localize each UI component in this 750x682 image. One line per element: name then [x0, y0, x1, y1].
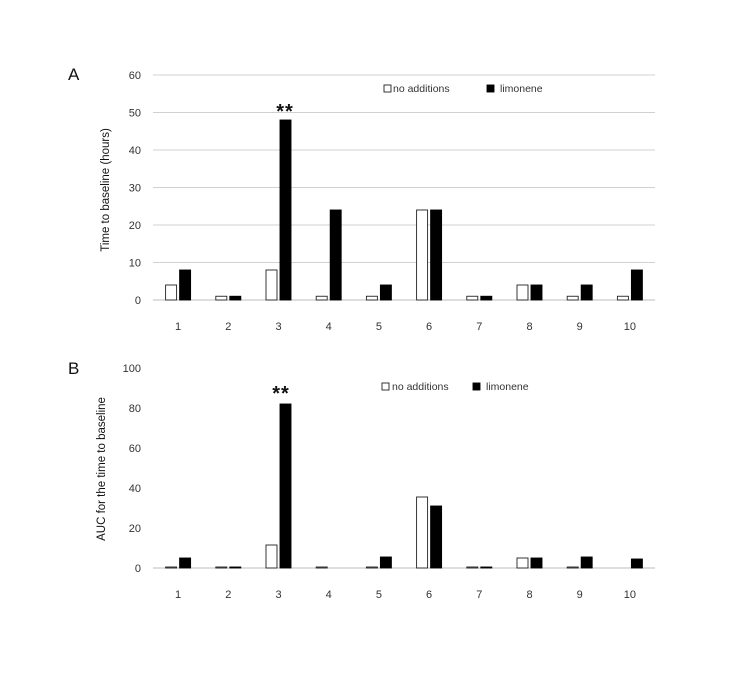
panel-a-bar-no-additions-5 — [365, 295, 378, 301]
panel-a: A Time to baseline (hours) 0102030405060… — [68, 65, 655, 333]
panel-b-bar-limonene-1 — [179, 557, 192, 569]
panel-a-label: A — [68, 65, 80, 84]
panel-b-x-tick-label: 5 — [376, 589, 382, 601]
panel-a-bar-no-additions-10 — [616, 295, 629, 301]
panel-a-bar-no-additions-6 — [416, 209, 429, 301]
panel-a-legend-swatch-limonene — [486, 84, 495, 93]
panel-b-bar-no-additions-1 — [165, 566, 178, 569]
panel-a-x-tick-label: 6 — [426, 321, 432, 333]
panel-a-x-tick-label: 10 — [624, 321, 636, 333]
panel-b-x-tick-label: 3 — [275, 589, 281, 601]
panel-a-bar-no-additions-1 — [165, 284, 178, 301]
panel-b-legend-no-additions: no additions — [392, 381, 449, 393]
panel-b-y-tick-label: 60 — [129, 443, 141, 455]
panel-b-x-tick-label: 10 — [624, 589, 636, 601]
panel-b-legend-swatch-no-additions — [381, 382, 390, 391]
panel-a-x-tick-label: 9 — [577, 321, 583, 333]
panel-a-y-tick-label: 20 — [129, 220, 141, 232]
panel-b-x-tick-label: 9 — [577, 589, 583, 601]
panel-a-x-tick-label: 7 — [476, 321, 482, 333]
panel-a-bar-limonene-3 — [279, 119, 292, 301]
panel-a-legend-swatch-no-additions — [383, 84, 392, 93]
panel-b-x-tick-label: 7 — [476, 589, 482, 601]
panel-b-significance-marker: ** — [272, 383, 290, 405]
panel-a-bar-limonene-4 — [329, 209, 342, 301]
panel-a-y-tick-label: 50 — [129, 108, 141, 120]
panel-a-x-tick-label: 1 — [175, 321, 181, 333]
panel-a-gridlines — [153, 74, 655, 301]
panel-b-x-tick-label: 8 — [526, 589, 532, 601]
panel-a-x-ticks: 1 2 3 4 5 6 7 8 9 10 — [175, 321, 636, 333]
panel-b-y-tick-label: 80 — [129, 403, 141, 415]
panel-b-label: B — [68, 359, 79, 378]
panel-b-bar-no-additions-9 — [566, 566, 579, 569]
panel-a-bar-limonene-6 — [430, 209, 443, 301]
panel-b-bar-limonene-5 — [379, 556, 392, 569]
panel-b-y-ticks: 0 20 40 60 80 100 — [123, 363, 141, 575]
panel-a-bars — [165, 119, 643, 301]
panel-a-significance-marker: ** — [276, 101, 294, 123]
panel-a-y-ticks: 0 10 20 30 40 50 60 — [129, 70, 141, 307]
panel-b-bars — [165, 403, 643, 569]
panel-a-bar-limonene-2 — [229, 295, 242, 301]
panel-b-y-tick-label: 0 — [135, 563, 141, 575]
panel-b-bar-no-additions-3 — [265, 544, 278, 569]
panel-b-bar-no-additions-7 — [466, 566, 479, 569]
panel-b-x-tick-label: 6 — [426, 589, 432, 601]
panel-a-legend: no additions limonene — [383, 83, 543, 95]
panel-a-bar-limonene-10 — [630, 269, 643, 301]
panel-b-legend-swatch-limonene — [472, 382, 481, 391]
panel-b-bar-limonene-10 — [630, 558, 643, 569]
panel-b-bar-limonene-3 — [279, 403, 292, 569]
panel-a-x-tick-label: 8 — [526, 321, 532, 333]
panel-a-y-tick-label: 40 — [129, 145, 141, 157]
panel-a-bar-no-additions-9 — [566, 295, 579, 301]
panel-b-y-tick-label: 40 — [129, 483, 141, 495]
panel-b-bar-limonene-2 — [229, 566, 242, 569]
panel-b-y-tick-label: 100 — [123, 363, 141, 375]
panel-a-y-tick-label: 10 — [129, 258, 141, 270]
panel-b-bar-limonene-9 — [580, 556, 593, 569]
panel-b-bar-limonene-7 — [480, 566, 493, 569]
panel-b: B AUC for the time to baseline 020406080… — [68, 359, 655, 601]
panel-a-x-tick-label: 3 — [275, 321, 281, 333]
panel-a-y-tick-label: 0 — [135, 295, 141, 307]
panel-b-bar-limonene-6 — [430, 505, 443, 569]
panel-b-bar-no-additions-4 — [315, 566, 328, 569]
panel-b-bar-limonene-8 — [530, 557, 543, 569]
panel-a-bar-limonene-1 — [179, 269, 192, 301]
panel-a-bar-no-additions-8 — [516, 284, 529, 301]
panel-a-y-axis-label: Time to baseline (hours) — [100, 128, 112, 252]
panel-b-x-tick-label: 2 — [225, 589, 231, 601]
panel-a-bar-no-additions-7 — [466, 295, 479, 301]
panel-a-x-tick-label: 5 — [376, 321, 382, 333]
panel-a-bar-limonene-5 — [379, 284, 392, 301]
panel-a-bar-no-additions-3 — [265, 269, 278, 301]
panel-a-y-tick-label: 30 — [129, 183, 141, 195]
panel-b-bar-no-additions-5 — [365, 566, 378, 569]
panel-b-x-tick-label: 1 — [175, 589, 181, 601]
panel-a-y-tick-label: 60 — [129, 70, 141, 82]
panel-b-x-ticks: 1 2 3 4 5 6 7 8 9 10 — [175, 589, 636, 601]
panel-a-legend-no-additions: no additions — [393, 83, 450, 95]
panel-a-bar-no-additions-4 — [315, 295, 328, 301]
panel-a-x-tick-label: 2 — [225, 321, 231, 333]
panel-b-legend: no additions limonene — [381, 381, 529, 393]
panel-a-bar-limonene-7 — [480, 295, 493, 301]
panel-a-bar-no-additions-2 — [215, 295, 228, 301]
panel-b-y-axis-label: AUC for the time to baseline — [96, 397, 108, 541]
panel-a-x-tick-label: 4 — [326, 321, 332, 333]
panel-b-bar-no-additions-2 — [215, 566, 228, 569]
panel-b-y-tick-label: 20 — [129, 523, 141, 535]
panel-b-bar-no-additions-6 — [416, 496, 429, 569]
panel-a-bar-limonene-8 — [530, 284, 543, 301]
panel-a-legend-limonene: limonene — [500, 83, 543, 95]
panel-b-legend-limonene: limonene — [486, 381, 529, 393]
panel-b-bar-no-additions-8 — [516, 557, 529, 569]
panel-a-bar-limonene-9 — [580, 284, 593, 301]
panel-b-x-tick-label: 4 — [326, 589, 332, 601]
